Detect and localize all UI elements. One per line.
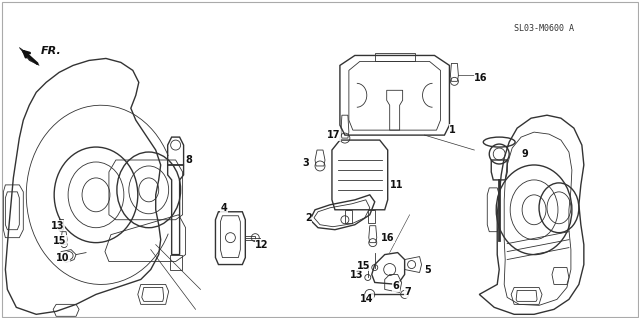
Text: 7: 7: [404, 287, 412, 297]
Text: 17: 17: [327, 130, 340, 140]
Text: 8: 8: [186, 155, 193, 165]
Polygon shape: [19, 48, 39, 65]
Text: 11: 11: [390, 180, 403, 190]
Text: 15: 15: [357, 261, 371, 271]
Text: 9: 9: [521, 149, 528, 159]
Text: 16: 16: [381, 233, 394, 243]
Text: 3: 3: [302, 158, 309, 168]
Text: 6: 6: [393, 281, 399, 292]
Text: 13: 13: [350, 271, 364, 280]
Text: FR.: FR.: [41, 47, 62, 56]
Text: 16: 16: [474, 73, 488, 83]
Text: 10: 10: [56, 253, 70, 263]
Text: 5: 5: [424, 264, 431, 275]
Text: 12: 12: [255, 240, 269, 250]
Text: 13: 13: [51, 221, 65, 231]
Text: 2: 2: [305, 213, 312, 223]
Text: SL03-M0600 A: SL03-M0600 A: [514, 24, 574, 33]
Text: 4: 4: [220, 203, 227, 213]
Text: 14: 14: [360, 294, 373, 304]
Text: 1: 1: [449, 125, 456, 135]
Text: 15: 15: [53, 236, 67, 246]
